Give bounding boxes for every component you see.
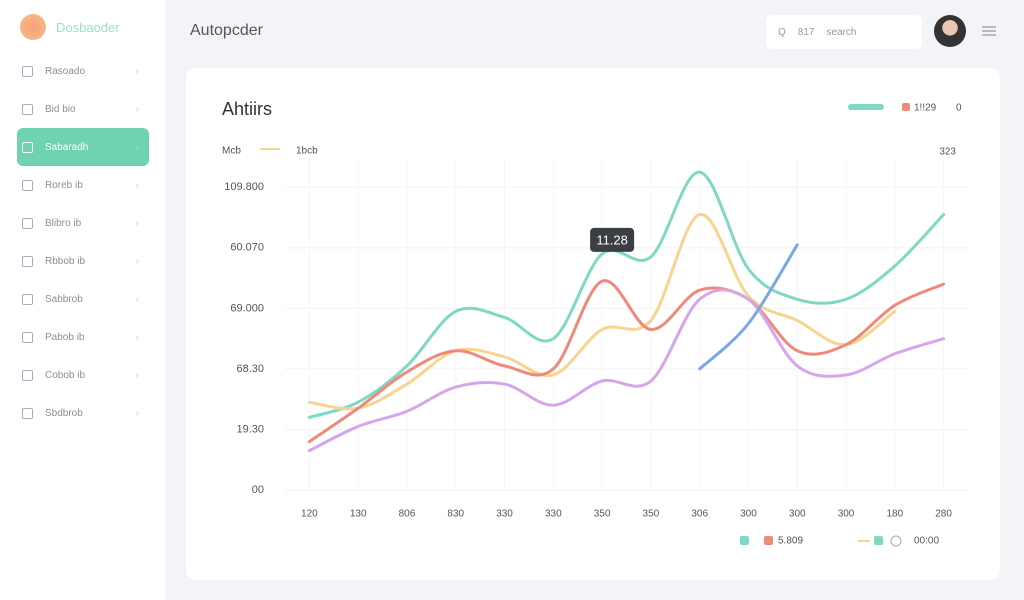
- search[interactable]: Q 817 search: [766, 15, 922, 49]
- menu-button[interactable]: [982, 26, 996, 36]
- legend-label: 1!!29: [914, 103, 937, 114]
- y-tick-label: 00: [252, 484, 264, 496]
- x-tick-label: 300: [838, 509, 855, 520]
- chart-card: Ahtiirs Mcb 1bcb 323 1!!29 0 5.809 00:00…: [186, 68, 1000, 580]
- legend-swatch: [764, 536, 773, 545]
- x-tick-label: 300: [789, 509, 806, 520]
- series-line: [698, 243, 799, 371]
- nav-item[interactable]: Blibro ib: [17, 204, 149, 242]
- tooltip-label: 11.28: [596, 232, 628, 247]
- x-tick-label: 306: [691, 509, 708, 520]
- y-tick-label: 109.800: [224, 181, 264, 193]
- nav: RasoadoBid bioSabaradhRoreb ibBlibro ibR…: [17, 52, 149, 432]
- search-text: search: [826, 26, 857, 38]
- legend-swatch: [902, 103, 910, 111]
- x-tick-label: 350: [594, 509, 611, 520]
- series-line: [307, 288, 946, 453]
- brand-name: Dosbaoder: [56, 19, 120, 35]
- search-icon: Q: [778, 26, 786, 38]
- legend-swatch: [848, 104, 884, 110]
- nav-item[interactable]: Rasoado: [17, 52, 149, 90]
- avatar[interactable]: [934, 15, 966, 47]
- brand: Dosbaoder: [20, 14, 120, 40]
- search-code: 817: [797, 26, 815, 38]
- nav-item[interactable]: Cobob ib: [17, 356, 149, 394]
- legend-label: 5.809: [778, 536, 803, 547]
- series-line: [307, 170, 946, 419]
- x-tick-label: 830: [447, 509, 464, 520]
- sidebar: Dosbaoder RasoadoBid bioSabaradhRoreb ib…: [0, 0, 165, 600]
- subtitle: Mcb: [222, 146, 241, 157]
- y-tick-label: 69.000: [230, 302, 264, 314]
- nav-item[interactable]: Sabbrob: [17, 280, 149, 318]
- chart-title: Ahtiirs: [222, 99, 272, 119]
- y-tick-label: 19.30: [236, 423, 264, 435]
- x-tick-label: 350: [643, 509, 660, 520]
- nav-item[interactable]: Sabaradh: [17, 128, 149, 166]
- subtitle-swatch: [260, 148, 280, 150]
- subtitle: 1bcb: [296, 146, 318, 157]
- nav-item[interactable]: Roreb ib: [17, 166, 149, 204]
- legend-swatch: [890, 535, 902, 547]
- series-line: [307, 213, 897, 411]
- legend-swatch: [874, 536, 883, 545]
- x-tick-label: 330: [496, 509, 513, 520]
- y-tick-label: 60.070: [230, 242, 264, 254]
- nav-item[interactable]: Bid bio: [17, 90, 149, 128]
- x-tick-label: 300: [740, 509, 757, 520]
- x-tick-label: 120: [301, 509, 318, 520]
- x-tick-label: 280: [935, 509, 952, 520]
- subtitle-right: 323: [939, 147, 956, 158]
- nav-item[interactable]: Sbdbrob: [17, 394, 149, 432]
- logo: [20, 14, 46, 40]
- legend-label: 00:00: [914, 536, 939, 547]
- y-tick-label: 68.30: [236, 363, 264, 375]
- x-tick-label: 330: [545, 509, 562, 520]
- legend-extra: 0: [956, 103, 962, 114]
- series-line: [307, 279, 946, 444]
- x-tick-label: 180: [886, 509, 903, 520]
- card-bg: [186, 68, 1000, 580]
- nav-item[interactable]: Rbbob ib: [17, 242, 149, 280]
- legend-swatch: [858, 540, 870, 542]
- x-tick-label: 806: [399, 509, 416, 520]
- x-tick-label: 130: [350, 509, 367, 520]
- tooltip-bg: [590, 227, 635, 252]
- page-title: Autopcder: [190, 22, 263, 39]
- legend-swatch: [740, 536, 749, 545]
- nav-item[interactable]: Pabob ib: [17, 318, 149, 356]
